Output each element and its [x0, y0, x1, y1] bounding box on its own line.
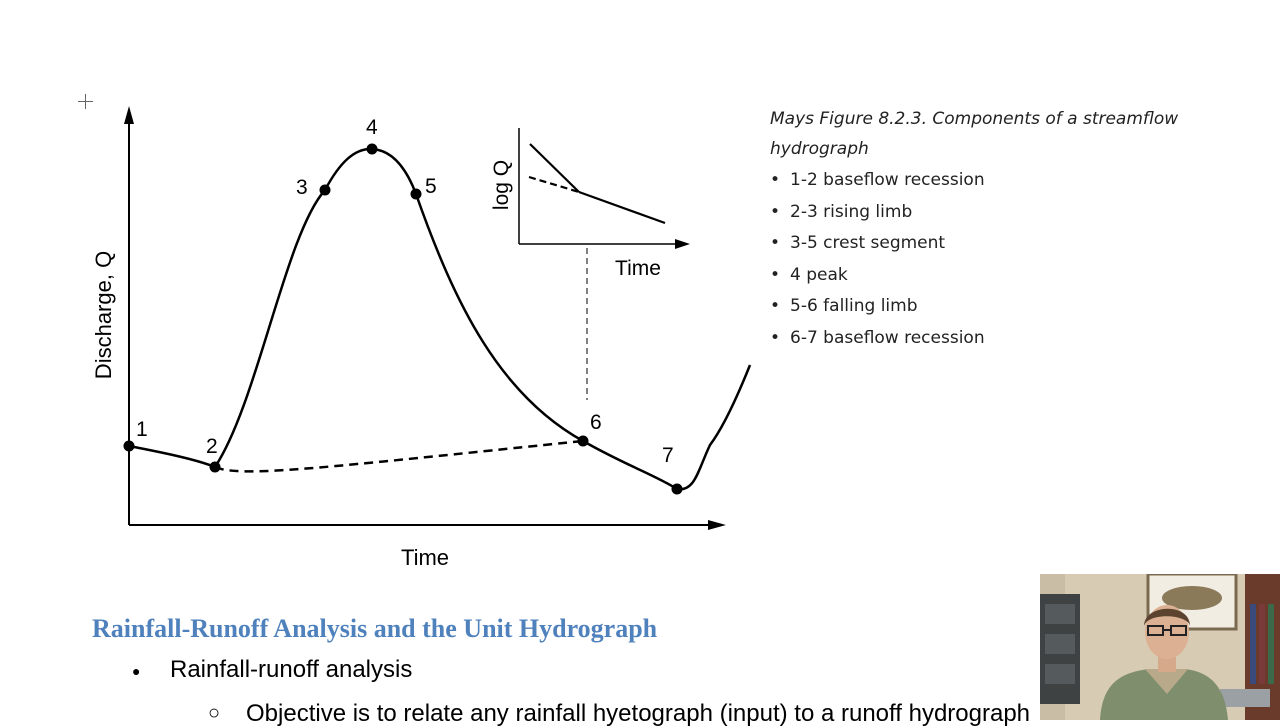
list-item: 2-3 rising limb: [770, 197, 985, 229]
list-item: 6-7 baseflow recession: [770, 323, 985, 355]
list-item: 5-6 falling limb: [770, 291, 985, 323]
point-5: [410, 188, 422, 200]
point-label-4: 4: [366, 116, 378, 139]
hydrograph-components-list: 1-2 baseflow recession 2-3 rising limb 3…: [770, 165, 985, 354]
baseflow-separation-line: [214, 439, 584, 473]
list-item: 3-5 crest segment: [770, 228, 985, 260]
section-heading: Rainfall-Runoff Analysis and the Unit Hy…: [92, 614, 658, 643]
inset-x-axis-label: Time: [615, 257, 661, 280]
point-2: [209, 461, 221, 473]
point-label-6: 6: [590, 411, 602, 434]
y-axis-arrow-icon: [124, 106, 134, 124]
crosshair-cursor-icon: [78, 94, 93, 109]
point-3: [319, 184, 331, 196]
main-axes: [124, 106, 726, 530]
sub-bullet-text: Objective is to relate any rainfall hyet…: [246, 700, 1031, 727]
sub-bullet-marker: ○: [208, 702, 221, 724]
point-label-2: 2: [206, 435, 218, 458]
point-4: [366, 143, 378, 155]
inset-x-arrow-icon: [675, 239, 690, 249]
inset-total-flow-line: [529, 143, 580, 193]
figure-caption: Mays Figure 8.2.3. Components of a strea…: [770, 109, 1179, 159]
point-7: [671, 483, 683, 495]
x-axis-arrow-icon: [708, 520, 726, 530]
point-label-7: 7: [662, 444, 674, 467]
point-label-3: 3: [296, 176, 308, 199]
inset-recession-line: [578, 190, 666, 225]
x-axis-label: Time: [401, 545, 449, 570]
hydrograph-points: [123, 143, 683, 495]
y-axis-label: Discharge, Q: [91, 251, 116, 379]
inset-plot: log Q Time: [490, 128, 690, 280]
inset-baseflow-line: [528, 175, 580, 194]
bullet-text: Rainfall-runoff analysis: [170, 656, 413, 683]
hydrograph-figure: Discharge, Q Time 1 2 3 4 5 6 7 log Q Ti…: [91, 106, 752, 570]
point-label-5: 5: [425, 175, 437, 198]
point-label-1: 1: [136, 418, 148, 441]
presenter-webcam-video: [1040, 574, 1280, 720]
inset-y-axis-label: log Q: [490, 160, 513, 210]
point-6: [577, 435, 589, 447]
list-item: 1-2 baseflow recession: [770, 165, 985, 197]
point-1: [123, 440, 135, 452]
list-item: 4 peak: [770, 260, 985, 292]
bullet-marker: ●: [132, 663, 141, 679]
hydrograph-curve: [128, 147, 752, 491]
